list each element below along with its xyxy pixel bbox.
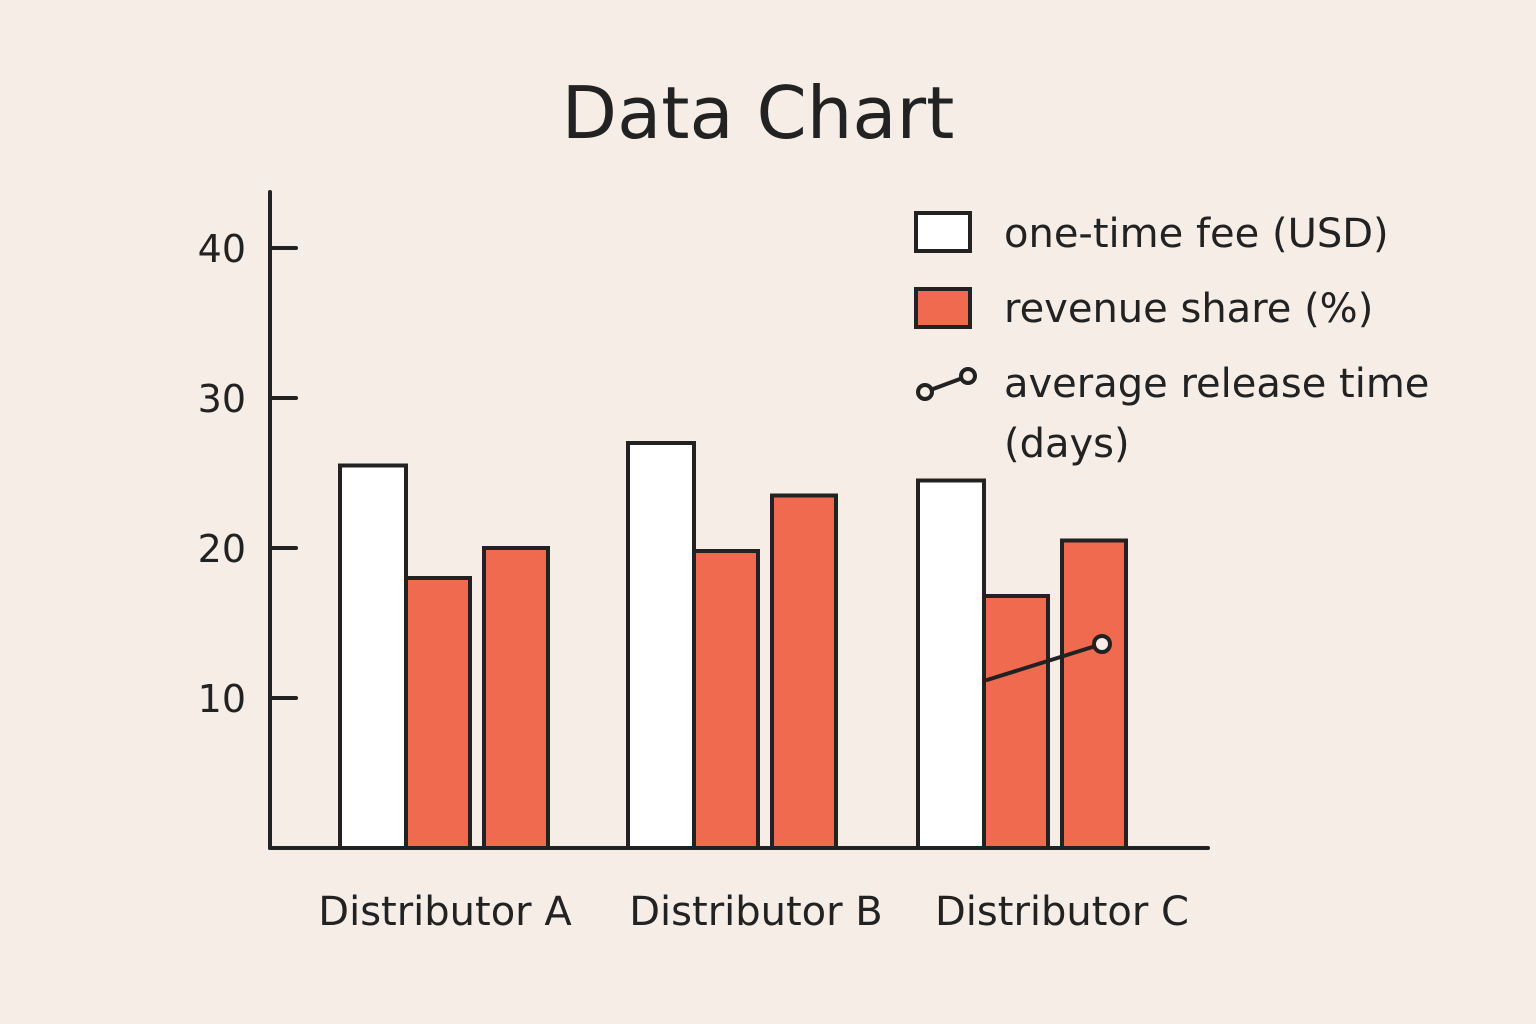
x-tick-label-distributor-c: Distributor C (935, 889, 1189, 935)
legend-swatch-one-time-fee (914, 211, 972, 253)
bar-distributor-c-series-2 (982, 594, 1050, 850)
x-tick-label-distributor-b: Distributor B (629, 889, 883, 935)
line-series-point (1092, 634, 1112, 654)
bar-distributor-c-series-1 (916, 478, 986, 850)
x-tick-label-distributor-a: Distributor A (318, 889, 572, 935)
legend-label-release-time-line2: (days) (1004, 421, 1130, 467)
y-tick-labels: 10 20 30 40 (198, 227, 246, 721)
legend-label-revenue-share: revenue share (%) (1004, 286, 1373, 332)
bar-distributor-b-series-2 (692, 549, 760, 850)
bar-distributor-b-series-1 (626, 441, 696, 850)
bar-distributor-b-series-3 (770, 493, 838, 850)
bars (338, 441, 1128, 850)
bar-distributor-a-series-1 (338, 463, 408, 850)
line-series (985, 634, 1112, 682)
legend-point-start (916, 383, 934, 401)
line-series-path (985, 642, 1104, 682)
y-tick-label-40: 40 (198, 227, 246, 271)
y-tick-label-20: 20 (198, 527, 246, 571)
legend-swatch-revenue-share (914, 287, 972, 329)
y-tick-label-10: 10 (198, 677, 246, 721)
bar-distributor-c-series-3 (1060, 538, 1128, 850)
y-tick-label-30: 30 (198, 377, 246, 421)
bar-distributor-a-series-2 (404, 576, 472, 850)
bar-distributor-a-series-3 (482, 546, 550, 850)
legend: one-time fee (USD) revenue share (%) avera… (914, 211, 1429, 467)
legend-label-release-time-line1: average release time (1004, 361, 1429, 407)
legend-point-end (959, 367, 977, 385)
x-tick-labels: Distributor A Distributor B Distributor C (318, 889, 1189, 935)
legend-label-one-time-fee: one-time fee (USD) (1004, 211, 1389, 257)
legend-label-release-time: average release time (days) (1004, 361, 1429, 467)
chart-title: Data Chart (562, 71, 955, 155)
